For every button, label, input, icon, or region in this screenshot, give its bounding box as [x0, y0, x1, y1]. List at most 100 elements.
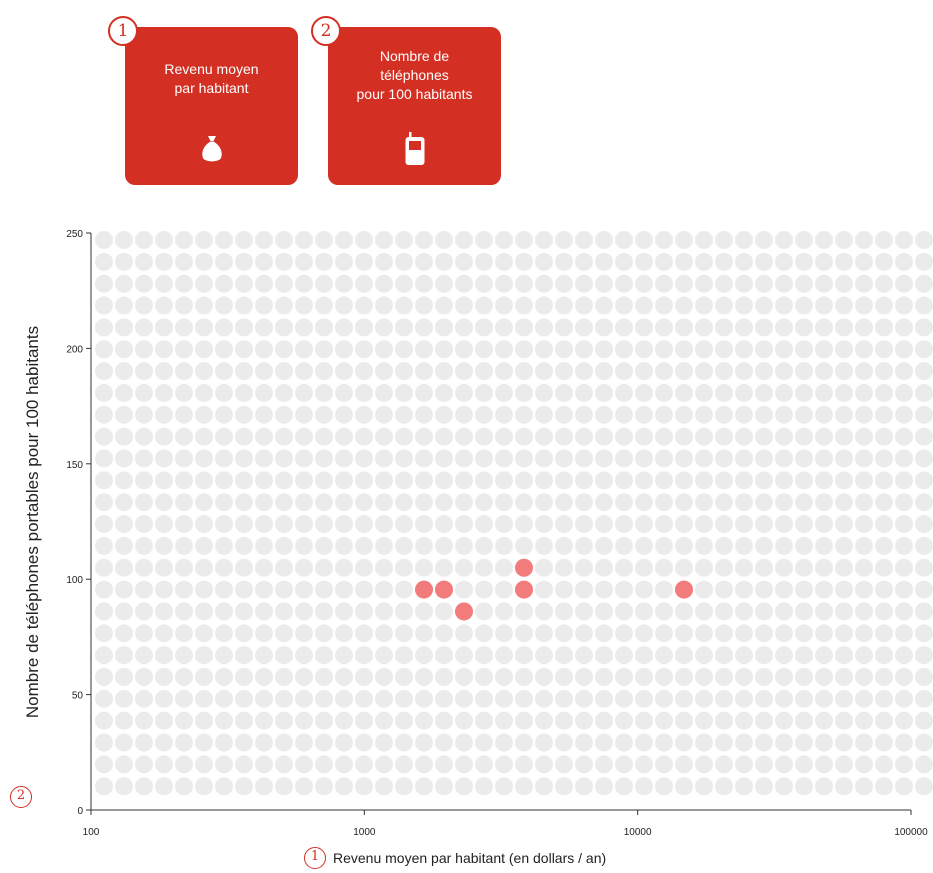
grid-dot [655, 602, 673, 621]
grid-dot [675, 427, 693, 446]
grid-dot [335, 252, 353, 271]
income-card[interactable]: Revenu moyen par habitant [125, 27, 298, 185]
grid-dot [515, 427, 533, 446]
grid-dot [395, 580, 413, 599]
grid-dot [515, 318, 533, 337]
grid-dot [615, 362, 633, 381]
grid-dot [695, 580, 713, 599]
grid-dot [175, 493, 193, 512]
grid-dot [255, 252, 273, 271]
grid-dot [335, 733, 353, 752]
grid-dot [735, 252, 753, 271]
grid-dot [855, 755, 873, 774]
grid-dot [175, 471, 193, 490]
grid-dot [235, 383, 253, 402]
grid-dot [435, 711, 453, 730]
grid-dot [475, 427, 493, 446]
grid-dot [855, 405, 873, 424]
grid-dot [775, 231, 793, 249]
grid-dot [875, 362, 893, 381]
grid-dot [235, 274, 253, 293]
grid-dot [255, 755, 273, 774]
data-point [415, 580, 433, 599]
grid-dot [475, 536, 493, 555]
grid-dot [375, 536, 393, 555]
grid-dot [215, 689, 233, 708]
grid-dot [335, 296, 353, 315]
grid-dot [395, 602, 413, 621]
grid-dot [195, 711, 213, 730]
grid-dot [275, 711, 293, 730]
grid-dot [195, 318, 213, 337]
grid-dot [815, 493, 833, 512]
grid-dot [855, 383, 873, 402]
grid-dot [915, 755, 933, 774]
grid-dot [815, 471, 833, 490]
grid-dot [635, 493, 653, 512]
grid-dot [595, 449, 613, 468]
grid-dot [495, 602, 513, 621]
grid-dot [335, 580, 353, 599]
grid-dot [355, 318, 373, 337]
grid-dot [275, 471, 293, 490]
grid-dot [795, 427, 813, 446]
grid-dot [375, 296, 393, 315]
grid-dot [675, 362, 693, 381]
grid-dot [215, 274, 233, 293]
grid-dot [835, 558, 853, 577]
grid-dot [915, 274, 933, 293]
grid-dot [355, 471, 373, 490]
grid-dot [715, 405, 733, 424]
grid-dot [455, 733, 473, 752]
grid-dot [855, 777, 873, 796]
grid-dot [655, 274, 673, 293]
grid-dot [775, 515, 793, 534]
grid-dot [335, 231, 353, 249]
grid-dot [855, 580, 873, 599]
grid-dot [715, 580, 733, 599]
grid-dot [315, 646, 333, 665]
grid-dot [735, 668, 753, 686]
grid-dot [95, 449, 113, 468]
grid-dot [355, 362, 373, 381]
x-axis-badge: 1 [304, 847, 326, 869]
grid-dot [215, 624, 233, 643]
grid-dot [135, 733, 153, 752]
grid-dot [335, 427, 353, 446]
grid-dot [195, 755, 213, 774]
grid-dot [115, 777, 133, 796]
grid-dot [295, 515, 313, 534]
phones-card[interactable]: Nombre de téléphones pour 100 habitants [328, 27, 501, 185]
grid-dot [435, 340, 453, 359]
grid-dot [575, 405, 593, 424]
grid-dot [455, 689, 473, 708]
grid-dot [635, 580, 653, 599]
grid-dot [175, 231, 193, 249]
grid-dot [175, 536, 193, 555]
grid-dot [915, 318, 933, 337]
grid-dot [495, 624, 513, 643]
grid-dot [215, 711, 233, 730]
grid-dot [495, 668, 513, 686]
grid-dot [535, 471, 553, 490]
grid-dot [215, 231, 233, 249]
grid-dot [515, 689, 533, 708]
grid-dot [595, 624, 613, 643]
grid-dot [395, 318, 413, 337]
grid-dot [375, 515, 393, 534]
grid-dot [255, 668, 273, 686]
grid-dot [875, 449, 893, 468]
grid-dot [755, 624, 773, 643]
grid-dot [435, 471, 453, 490]
grid-dot [715, 449, 733, 468]
grid-dot [115, 274, 133, 293]
grid-dot [115, 733, 133, 752]
grid-dot [95, 624, 113, 643]
grid-dot [375, 231, 393, 249]
grid-dot [195, 362, 213, 381]
grid-dot [655, 755, 673, 774]
grid-dot [795, 733, 813, 752]
grid-dot [435, 493, 453, 512]
grid-dot [115, 231, 133, 249]
grid-dot [695, 471, 713, 490]
